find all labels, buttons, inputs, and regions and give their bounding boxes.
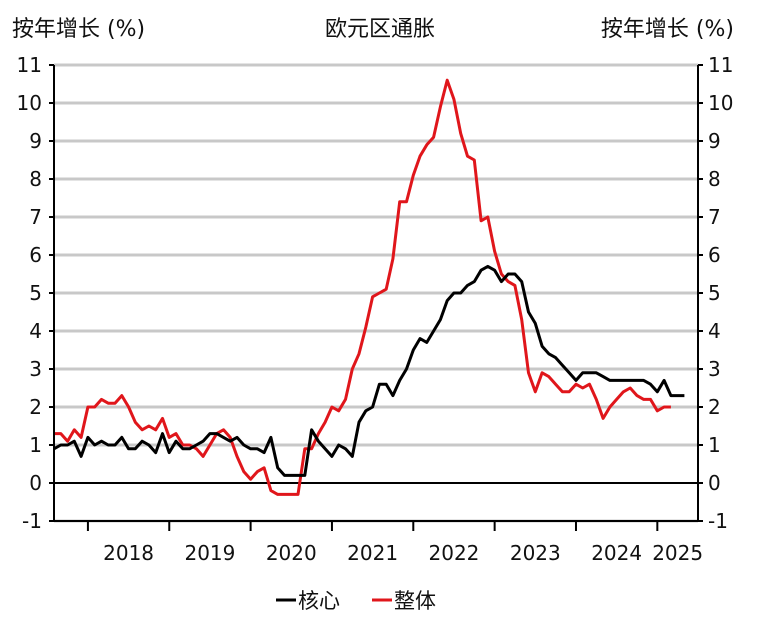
x-tick-label: 2025 (652, 541, 703, 565)
y-tick-label-right: 7 (708, 205, 721, 229)
y-tick-label-right: 10 (708, 91, 733, 115)
y-tick-label-left: 5 (29, 281, 42, 305)
chart-title: 欧元区通胀 (325, 17, 435, 42)
x-ticks: 2018 2019 2020 2021 2022 2023 2024 2025 (86, 521, 703, 565)
y-tick-label-left: 4 (29, 319, 42, 343)
y-tick-label-right: -1 (708, 509, 728, 533)
y-tick-label-right: 9 (708, 129, 721, 153)
y-tick-label-right: 0 (708, 471, 721, 495)
x-tick-label: 2020 (266, 541, 317, 565)
y-tick-label-left: 8 (29, 167, 42, 191)
right-axis-title: 按年增长 (%) (601, 17, 734, 42)
series-line-核心 (53, 264, 685, 477)
y-tick-label-left: 11 (17, 53, 42, 77)
y-tick-label-left: -1 (22, 509, 42, 533)
y-tick-label-right: 1 (708, 433, 721, 457)
y-tick-label-left: 3 (29, 357, 42, 381)
y-tick-label-right: 5 (708, 281, 721, 305)
gridlines (54, 63, 698, 523)
y-tick-label-left: 2 (29, 395, 42, 419)
x-tick-label: 2018 (103, 541, 154, 565)
y-tick-label-left: 10 (17, 91, 42, 115)
y-tick-label-right: 8 (708, 167, 721, 191)
x-tick-label: 2024 (591, 541, 642, 565)
y-tick-label-left: 1 (29, 433, 42, 457)
y-tick-label-left: 7 (29, 205, 42, 229)
y-tick-label-right: 4 (708, 319, 721, 343)
series-lines (53, 78, 685, 496)
y-tick-label-right: 3 (708, 357, 721, 381)
series-line-整体 (54, 78, 671, 496)
x-tick-label: 2021 (347, 541, 398, 565)
y-tick-label-right: 2 (708, 395, 721, 419)
legend-label: 核心 (298, 589, 340, 613)
y-tick-label-left: 0 (29, 471, 42, 495)
y-tick-label-left: 6 (29, 243, 42, 267)
x-tick-label: 2019 (184, 541, 235, 565)
legend: 核心 整体 (276, 589, 436, 613)
y-tick-label-right: 6 (708, 243, 721, 267)
y-ticks-right: -1 0 1 2 3 4 5 6 7 8 9 10 11 (698, 53, 733, 533)
x-tick-label: 2022 (429, 541, 480, 565)
y-ticks-left: -1 0 1 2 3 4 5 6 7 8 9 10 11 (17, 53, 54, 533)
left-axis-title: 按年增长 (%) (12, 17, 145, 42)
x-tick-label: 2023 (510, 541, 561, 565)
legend-label: 整体 (394, 589, 436, 613)
y-tick-label-left: 9 (29, 129, 42, 153)
y-tick-label-right: 11 (708, 53, 733, 77)
